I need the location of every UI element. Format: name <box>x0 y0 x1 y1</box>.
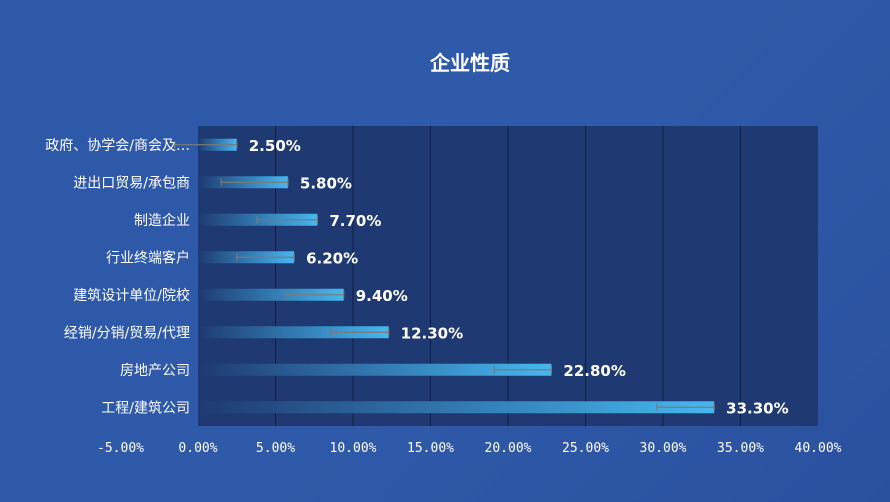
data-label: 6.20% <box>306 249 358 267</box>
category-label: 建筑设计单位/院校 <box>73 287 190 304</box>
x-tick-label: 30.00% <box>640 441 687 456</box>
bar <box>198 401 715 414</box>
data-label: 12.30% <box>401 324 463 342</box>
chart-title: 企业性质 <box>429 51 510 75</box>
x-tick-label: 5.00% <box>256 441 295 456</box>
grid-lines <box>275 126 741 426</box>
bar <box>198 326 389 339</box>
data-label: 7.70% <box>329 212 381 230</box>
data-label: 5.80% <box>300 174 352 192</box>
category-label: 房地产公司 <box>120 363 190 379</box>
category-labels: 政府、协学会/商会及… 进出口贸易/承包商制造企业行业终端客户建筑设计单位/院校经… <box>45 138 190 417</box>
category-label: 经销/分销/贸易/代理 <box>64 325 190 341</box>
x-tick-label: 10.00% <box>330 441 377 456</box>
data-labels: 2.50% 5.80% 7.70% 6.20% 9.40% 12.30% 22.80% 33.… <box>249 137 789 418</box>
x-tick-label: 25.00% <box>562 441 609 456</box>
category-label: 制造企业 <box>134 212 190 229</box>
x-tick-label: 15.00% <box>407 441 454 456</box>
bar <box>198 363 552 376</box>
category-label: 进出口贸易/承包商 <box>73 175 190 191</box>
category-label: 政府、协学会/商会及… <box>45 138 190 154</box>
data-label: 22.80% <box>563 362 625 380</box>
data-label: 2.50% <box>249 137 301 155</box>
x-tick-labels: -5.00% 0.00% 5.00% 10.00% 15.00% 20.00% 25.00%… <box>97 441 842 456</box>
x-tick-label: 0.00% <box>178 441 217 456</box>
data-label: 33.30% <box>726 399 788 417</box>
x-tick-label: 40.00% <box>795 441 842 456</box>
x-tick-label: 20.00% <box>485 441 532 456</box>
category-label: 工程/建筑公司 <box>101 400 190 416</box>
x-tick-label: -5.00% <box>97 441 144 456</box>
bar <box>198 288 344 301</box>
error-bars <box>174 140 715 412</box>
data-label: 9.40% <box>356 287 408 305</box>
category-label: 行业终端客户 <box>106 249 190 266</box>
x-tick-label: 35.00% <box>717 441 764 456</box>
